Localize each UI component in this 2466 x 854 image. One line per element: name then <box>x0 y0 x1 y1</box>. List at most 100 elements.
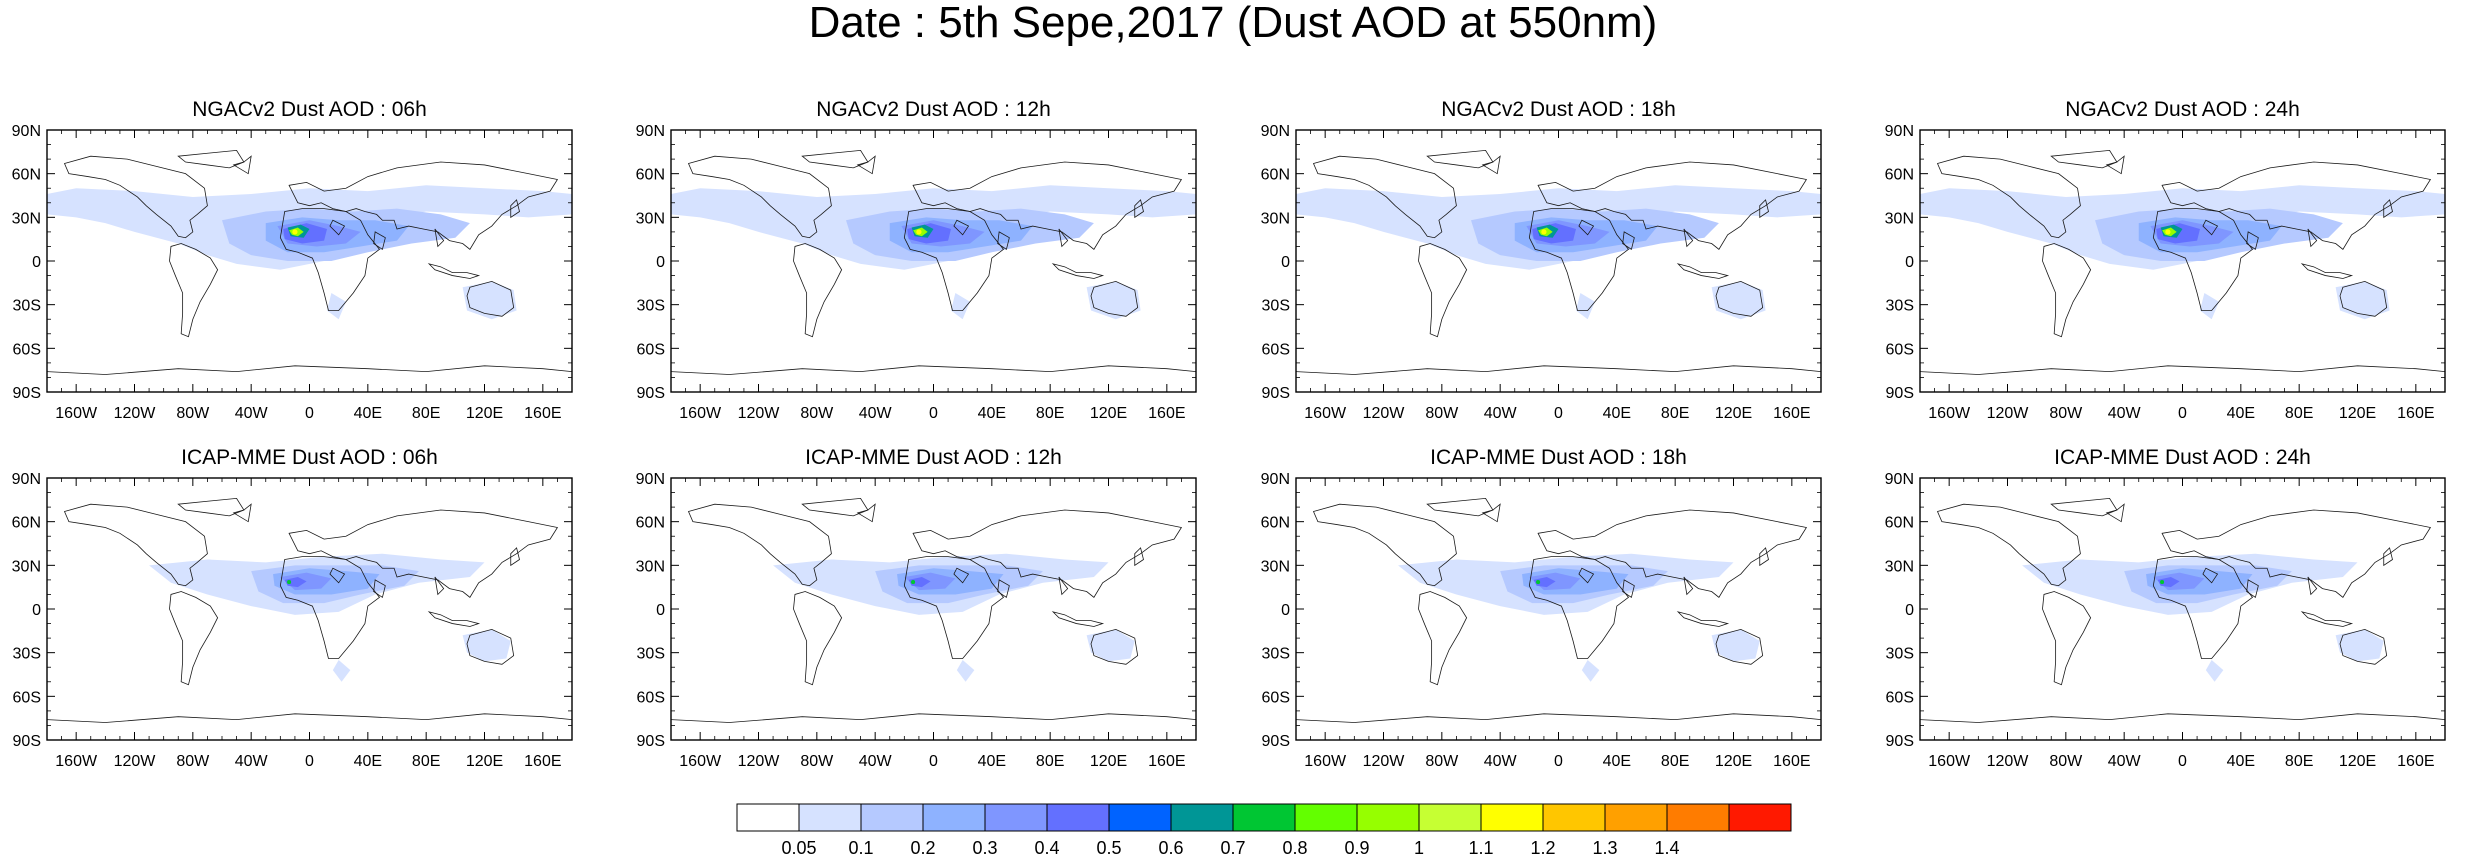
dust-field <box>1295 149 1822 375</box>
lon-tick-label: 40E <box>2227 405 2255 422</box>
lon-tick-label: 120W <box>738 753 781 770</box>
lat-tick-label: 0 <box>1905 602 1914 619</box>
panel-title: ICAP-MME Dust AOD : 12h <box>805 446 1062 469</box>
lon-tick-label: 80E <box>412 405 440 422</box>
colorbar-label: 0.6 <box>1158 838 1183 854</box>
colorbar-swatch <box>1728 803 1792 832</box>
dust-field <box>670 149 1197 375</box>
lat-tick-label: 60N <box>636 167 665 184</box>
colorbar-label: 0.7 <box>1220 838 1245 854</box>
lon-tick-label: 0 <box>2178 753 2187 770</box>
colorbar-swatch <box>1356 803 1420 832</box>
lat-tick-label: 60S <box>637 689 665 706</box>
dust-field <box>1919 497 2446 723</box>
lon-tick-label: 80E <box>2285 405 2313 422</box>
colorbar-swatch <box>736 803 800 832</box>
lon-tick-label: 0 <box>2178 405 2187 422</box>
lon-tick-label: 80W <box>1425 753 1459 770</box>
lat-tick-label: 60S <box>1262 341 1290 358</box>
map-panel: ICAP-MME Dust AOD : 18h 90N 60N 30N 0 30S 60S 9… <box>1261 446 1822 770</box>
dust-field <box>670 497 1197 723</box>
map-panel: NGACv2 Dust AOD : 06h 90N 60N 30N 0 30S 60S 90S… <box>12 98 573 422</box>
panel-title: ICAP-MME Dust AOD : 18h <box>1430 446 1687 469</box>
lat-tick-label: 60N <box>1261 515 1290 532</box>
lon-tick-label: 120W <box>114 405 157 422</box>
lon-tick-label: 80W <box>2049 405 2083 422</box>
colorbar-label: 0.8 <box>1282 838 1307 854</box>
lat-tick-label: 30S <box>1262 646 1290 663</box>
lat-tick-label: 90N <box>1885 123 1914 140</box>
lon-tick-label: 160W <box>1304 405 1347 422</box>
lon-tick-label: 40W <box>859 405 893 422</box>
lat-tick-label: 90N <box>12 123 41 140</box>
lon-tick-label: 160E <box>2397 405 2434 422</box>
lon-tick-label: 160W <box>679 753 722 770</box>
lon-tick-label: 120E <box>1090 405 1127 422</box>
map-panel: NGACv2 Dust AOD : 18h 90N 60N 30N 0 30S 60S 90S… <box>1261 98 1822 422</box>
lat-tick-label: 0 <box>1281 602 1290 619</box>
colorbar-swatch <box>1666 803 1730 832</box>
lat-tick-label: 30S <box>1886 646 1914 663</box>
colorbar-swatch <box>1604 803 1668 832</box>
lon-tick-label: 80E <box>2285 753 2313 770</box>
lat-tick-label: 90N <box>636 123 665 140</box>
lon-tick-label: 120W <box>1363 753 1406 770</box>
lat-tick-label: 30N <box>1261 210 1290 227</box>
lon-tick-label: 160E <box>524 405 561 422</box>
lat-tick-label: 0 <box>1905 254 1914 271</box>
lon-tick-label: 160E <box>1773 405 1810 422</box>
dust-field <box>1919 149 2446 375</box>
lon-tick-label: 80E <box>1036 405 1064 422</box>
lat-tick-label: 60S <box>1886 689 1914 706</box>
lon-tick-label: 80W <box>800 405 834 422</box>
lon-tick-label: 160W <box>679 405 722 422</box>
lon-tick-label: 40E <box>354 405 382 422</box>
lat-tick-label: 90N <box>1885 471 1914 488</box>
colorbar-label: 1.2 <box>1530 838 1555 854</box>
lat-tick-label: 60N <box>12 167 41 184</box>
lat-tick-label: 90N <box>636 471 665 488</box>
lon-tick-label: 40E <box>978 753 1006 770</box>
colorbar-swatch <box>984 803 1048 832</box>
lon-tick-label: 120E <box>1090 753 1127 770</box>
lon-tick-label: 80W <box>2049 753 2083 770</box>
lat-tick-label: 30N <box>1885 558 1914 575</box>
map-panel: NGACv2 Dust AOD : 12h 90N 60N 30N 0 30S 60S 90S… <box>636 98 1197 422</box>
lon-tick-label: 0 <box>929 753 938 770</box>
lat-tick-label: 60S <box>13 341 41 358</box>
lat-tick-label: 90S <box>637 385 665 402</box>
panel-title: NGACv2 Dust AOD : 12h <box>816 98 1051 121</box>
lon-tick-label: 80W <box>176 405 210 422</box>
lat-tick-label: 60N <box>636 515 665 532</box>
lat-tick-label: 0 <box>656 602 665 619</box>
colorbar-label: 1.1 <box>1468 838 1493 854</box>
lat-tick-label: 30N <box>636 210 665 227</box>
colorbar-swatch <box>1232 803 1296 832</box>
lon-tick-label: 0 <box>305 753 314 770</box>
colorbar-swatch <box>1294 803 1358 832</box>
lat-tick-label: 30S <box>13 646 41 663</box>
lon-tick-label: 40W <box>859 753 893 770</box>
lon-tick-label: 120W <box>114 753 157 770</box>
lon-tick-label: 80W <box>1425 405 1459 422</box>
lat-tick-label: 30S <box>637 298 665 315</box>
map-panel: ICAP-MME Dust AOD : 24h 90N 60N 30N 0 30S 60S 9… <box>1885 446 2446 770</box>
lat-tick-label: 30S <box>1262 298 1290 315</box>
lat-tick-label: 90S <box>13 385 41 402</box>
lon-tick-label: 160W <box>55 753 98 770</box>
colorbar-swatch <box>798 803 862 832</box>
lat-tick-label: 60N <box>1885 515 1914 532</box>
lat-tick-label: 60N <box>1261 167 1290 184</box>
lat-tick-label: 60N <box>1885 167 1914 184</box>
lon-tick-label: 40W <box>235 405 269 422</box>
lat-tick-label: 90S <box>1886 385 1914 402</box>
lon-tick-label: 160E <box>1148 753 1185 770</box>
colorbar-swatch <box>922 803 986 832</box>
lon-tick-label: 40E <box>354 753 382 770</box>
lon-tick-label: 80E <box>1661 753 1689 770</box>
map-panel: ICAP-MME Dust AOD : 06h 90N 60N 30N 0 30S 60S 9… <box>12 446 573 770</box>
lon-tick-label: 160W <box>1304 753 1347 770</box>
lat-tick-label: 90N <box>1261 123 1290 140</box>
lon-tick-label: 40W <box>2108 405 2142 422</box>
colorbar-label: 1.4 <box>1654 838 1679 854</box>
